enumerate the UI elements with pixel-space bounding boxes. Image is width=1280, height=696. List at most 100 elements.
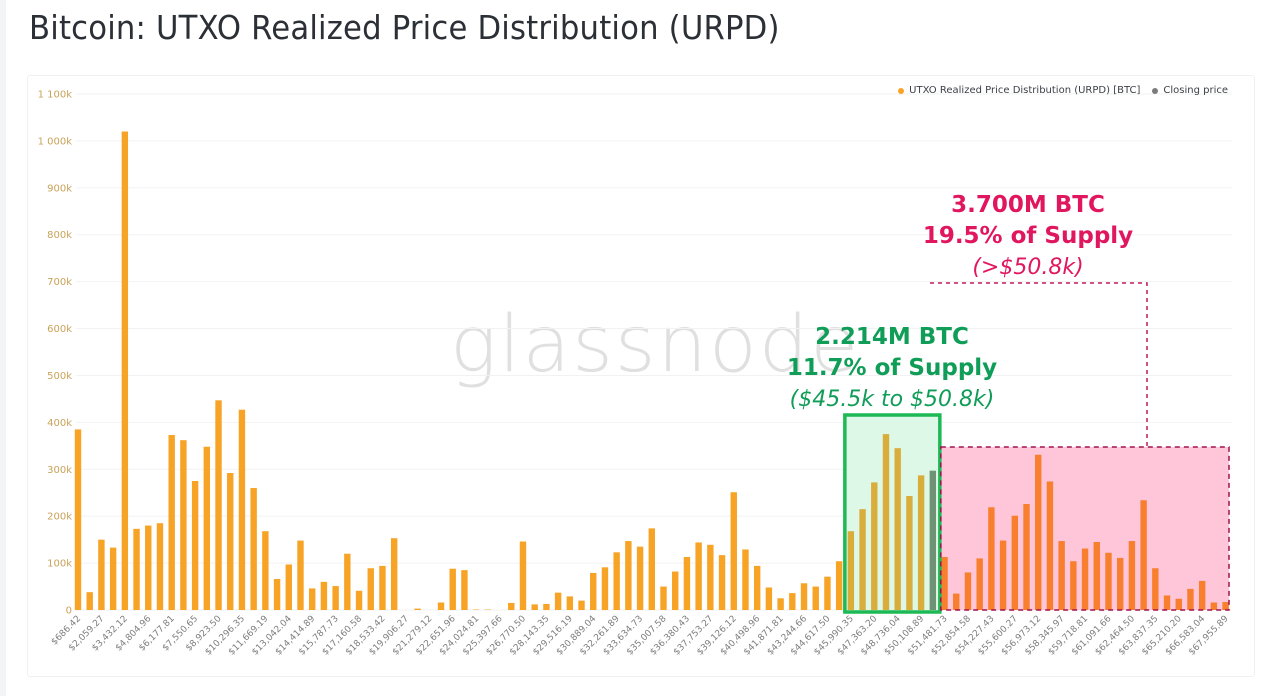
bar[interactable] xyxy=(309,588,316,610)
bar[interactable] xyxy=(976,558,983,610)
bar[interactable] xyxy=(847,531,855,610)
bar[interactable] xyxy=(742,549,749,610)
bar[interactable] xyxy=(273,579,281,610)
bar[interactable] xyxy=(262,531,269,610)
bar[interactable] xyxy=(1011,515,1018,610)
bar[interactable] xyxy=(1035,454,1042,610)
bar[interactable] xyxy=(543,603,550,610)
bar[interactable] xyxy=(835,561,843,610)
bar[interactable] xyxy=(590,572,597,610)
bar[interactable] xyxy=(894,448,901,610)
bar[interactable] xyxy=(1140,500,1147,610)
bar[interactable] xyxy=(74,429,82,610)
bar[interactable] xyxy=(98,539,105,610)
bar[interactable] xyxy=(531,604,538,610)
bar[interactable] xyxy=(180,440,187,610)
bar[interactable] xyxy=(508,602,515,610)
bar[interactable] xyxy=(449,568,456,610)
bar[interactable] xyxy=(730,492,737,610)
bar[interactable] xyxy=(285,564,292,610)
bar[interactable] xyxy=(133,528,140,610)
bar[interactable] xyxy=(1116,557,1124,610)
bar[interactable] xyxy=(648,528,655,610)
bar[interactable] xyxy=(882,434,890,610)
bar[interactable] xyxy=(964,572,972,610)
annotation-pink: 3.700M BTC 19.5% of Supply (>$50.8k) xyxy=(898,190,1158,283)
bar[interactable] xyxy=(145,525,152,610)
bar[interactable] xyxy=(168,435,175,610)
y-tick-label: 700k xyxy=(47,277,72,288)
bar[interactable] xyxy=(379,565,386,610)
bar[interactable] xyxy=(1105,552,1112,610)
bar[interactable] xyxy=(1093,541,1100,610)
bar[interactable] xyxy=(753,565,761,610)
bar[interactable] xyxy=(461,570,468,610)
bar[interactable] xyxy=(1163,595,1171,610)
bar[interactable] xyxy=(1222,602,1229,610)
bar[interactable] xyxy=(660,586,667,610)
bar[interactable] xyxy=(636,546,644,610)
bar[interactable] xyxy=(156,523,164,610)
bar[interactable] xyxy=(683,556,691,610)
bar[interactable] xyxy=(999,540,1007,610)
bar[interactable] xyxy=(437,602,445,610)
bar[interactable] xyxy=(1175,598,1182,610)
legend-item-urpd[interactable]: UTXO Realized Price Distribution (URPD) … xyxy=(898,85,1140,96)
bar[interactable] xyxy=(203,446,211,610)
bar[interactable] xyxy=(554,592,562,610)
bar[interactable] xyxy=(695,542,702,610)
bar[interactable] xyxy=(578,600,585,610)
bar[interactable] xyxy=(824,576,831,610)
bar[interactable] xyxy=(1081,548,1089,610)
bar[interactable] xyxy=(191,481,199,610)
bar[interactable] xyxy=(765,587,773,610)
bar[interactable] xyxy=(355,590,363,610)
bar[interactable] xyxy=(625,541,632,610)
bar[interactable] xyxy=(613,552,620,610)
bar[interactable] xyxy=(332,586,339,610)
bar[interactable] xyxy=(414,608,421,610)
bar[interactable] xyxy=(519,541,527,610)
closing-price-bar[interactable] xyxy=(929,470,937,610)
bar[interactable] xyxy=(672,571,679,610)
bar[interactable] xyxy=(906,496,913,610)
bar[interactable] xyxy=(109,547,117,610)
bar[interactable] xyxy=(953,593,960,610)
bar[interactable] xyxy=(917,475,925,610)
bar[interactable] xyxy=(215,400,222,610)
bar[interactable] xyxy=(1058,541,1065,610)
bar[interactable] xyxy=(718,555,726,610)
bar[interactable] xyxy=(941,556,948,610)
bar[interactable] xyxy=(367,568,374,610)
bar[interactable] xyxy=(566,596,574,610)
y-tick-label: 200k xyxy=(47,512,72,523)
bar[interactable] xyxy=(1046,481,1054,610)
bar[interactable] xyxy=(1152,568,1159,610)
bar[interactable] xyxy=(859,509,866,610)
bar[interactable] xyxy=(320,581,328,610)
bar[interactable] xyxy=(86,592,93,610)
bar[interactable] xyxy=(871,482,878,610)
bar[interactable] xyxy=(777,598,784,610)
bar[interactable] xyxy=(227,473,234,610)
bar[interactable] xyxy=(601,567,609,610)
bar[interactable] xyxy=(812,586,819,610)
bar[interactable] xyxy=(297,540,304,610)
bar[interactable] xyxy=(1023,503,1030,610)
bar[interactable] xyxy=(238,409,246,610)
bar[interactable] xyxy=(390,538,398,610)
bar[interactable] xyxy=(1128,541,1136,610)
legend-item-closing-price[interactable]: Closing price xyxy=(1152,85,1228,96)
bar[interactable] xyxy=(988,507,995,610)
bar[interactable] xyxy=(344,553,351,610)
bar[interactable] xyxy=(1187,588,1194,610)
bar[interactable] xyxy=(1210,602,1218,610)
pink-zone-border xyxy=(940,446,1230,611)
bar[interactable] xyxy=(789,593,796,610)
bar[interactable] xyxy=(800,583,808,610)
bar[interactable] xyxy=(1198,580,1206,610)
bar[interactable] xyxy=(707,544,714,610)
bar[interactable] xyxy=(1070,561,1077,610)
bar[interactable] xyxy=(250,488,257,610)
bar[interactable] xyxy=(121,131,129,610)
